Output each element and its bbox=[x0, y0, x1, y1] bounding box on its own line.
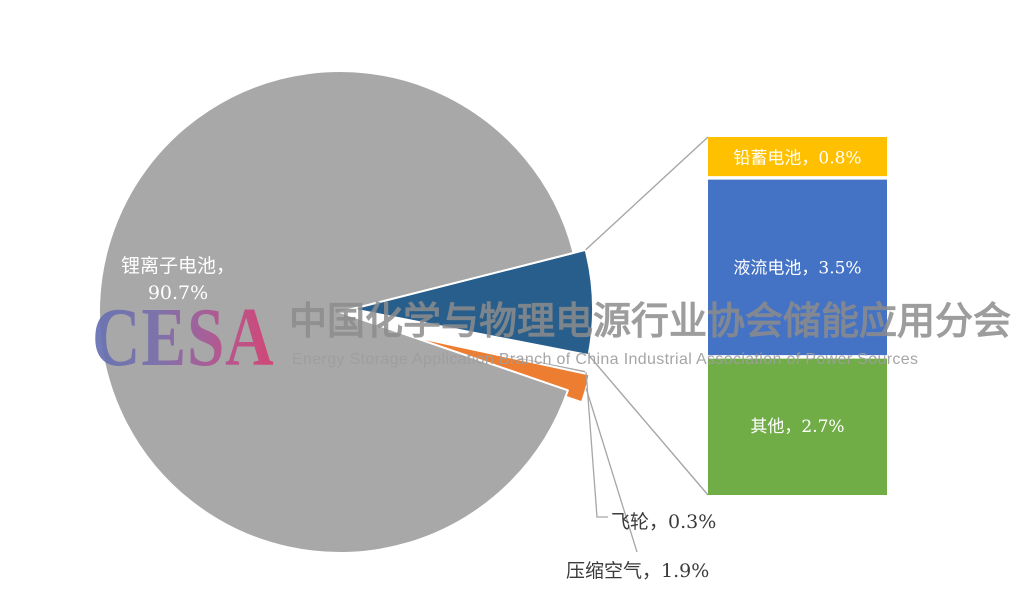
bar-label-lead-acid: 铅蓄电池，0.8% bbox=[733, 149, 861, 169]
data-label-lithium-ion-line1: 锂离子电池， bbox=[120, 255, 235, 277]
bar-label-other: 其他，2.7% bbox=[750, 417, 844, 437]
data-label-flywheel: 飞轮，0.3% bbox=[611, 511, 717, 533]
leader-line-flywheel bbox=[585, 372, 608, 518]
bar-segment-lead-acid bbox=[708, 137, 887, 178]
bar-segment-other bbox=[708, 356, 887, 495]
data-label-lithium-ion: 锂离子电池， 90.7% bbox=[100, 253, 256, 307]
leader-line-compressed-air bbox=[585, 388, 638, 553]
data-label-compressed-air: 压缩空气，1.9% bbox=[566, 560, 710, 582]
data-label-lithium-ion-line2: 90.7% bbox=[147, 282, 209, 304]
pie-slice-breakout-group bbox=[351, 248, 595, 357]
series-connector-lines bbox=[585, 136, 709, 496]
bar-label-flow-battery: 液流电池，3.5% bbox=[733, 258, 861, 278]
pie-slice-lithium-ion bbox=[97, 70, 575, 555]
bar-segment-flow-battery bbox=[708, 177, 887, 357]
